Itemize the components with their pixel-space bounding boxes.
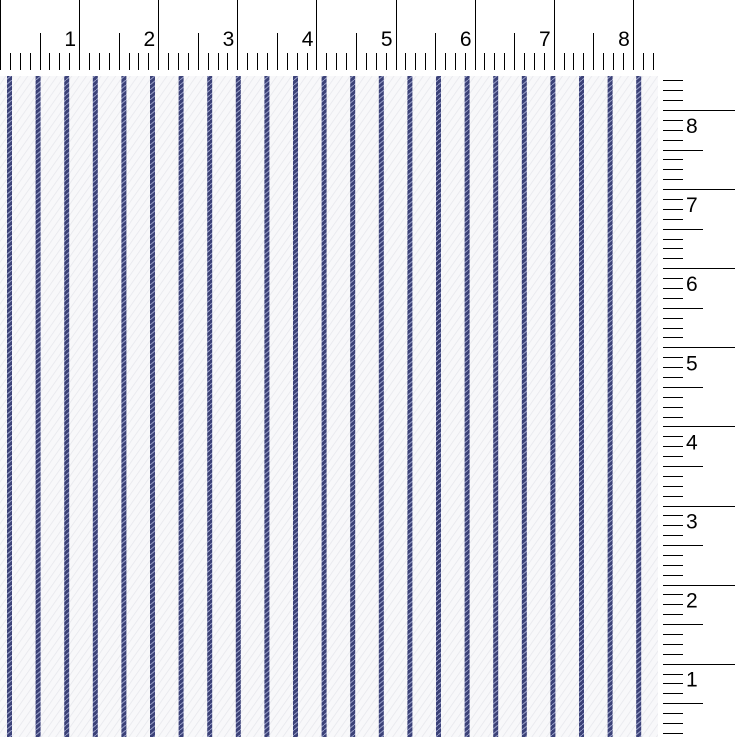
pinstripe — [436, 76, 441, 737]
pinstripe — [464, 76, 470, 737]
pinstripe — [550, 76, 556, 737]
pinstripe — [178, 76, 184, 737]
pinstripe — [579, 76, 584, 737]
fabric-ground — [0, 76, 658, 737]
fabric-area — [0, 76, 658, 737]
right-ruler-label: 5 — [686, 352, 698, 375]
pinstripe — [121, 76, 127, 737]
right-ruler-label: 1 — [686, 669, 698, 692]
top-ruler-label: 1 — [64, 28, 76, 51]
pinstripe — [7, 76, 12, 737]
top-ruler-label: 3 — [223, 28, 235, 51]
pinstripe — [293, 76, 298, 737]
pinstripe — [378, 76, 384, 737]
right-ruler-label: 3 — [686, 511, 698, 534]
top-ruler-label: 4 — [302, 28, 314, 51]
pinstripe — [235, 76, 241, 737]
pinstripe — [493, 76, 499, 737]
pinstripe — [35, 76, 41, 737]
top-ruler: 1 2 3 4 5 6 7 8 — [0, 0, 654, 70]
right-ruler: 8 7 6 5 4 3 2 1 — [663, 80, 735, 734]
pinstripe — [521, 76, 527, 737]
top-ruler-label: 6 — [460, 28, 472, 51]
pinstripe — [92, 76, 98, 737]
right-ruler-label: 7 — [686, 194, 698, 217]
right-ruler-label: 2 — [686, 590, 698, 613]
pinstripe — [64, 76, 70, 737]
pinstripe — [264, 76, 270, 737]
pinstripe — [207, 76, 213, 737]
right-ruler-label: 8 — [686, 115, 698, 138]
right-ruler-label: 6 — [686, 273, 698, 296]
pinstripe — [607, 76, 613, 737]
pinstripe — [150, 76, 155, 737]
right-ruler-label: 4 — [686, 431, 698, 454]
pinstripe — [321, 76, 327, 737]
pinstripe — [407, 76, 413, 737]
pinstripe — [636, 76, 642, 737]
top-ruler-label: 8 — [618, 28, 630, 51]
top-ruler-label: 5 — [381, 28, 393, 51]
top-ruler-label: 2 — [144, 28, 156, 51]
pinstripe — [350, 76, 356, 737]
top-ruler-label: 7 — [539, 28, 551, 51]
